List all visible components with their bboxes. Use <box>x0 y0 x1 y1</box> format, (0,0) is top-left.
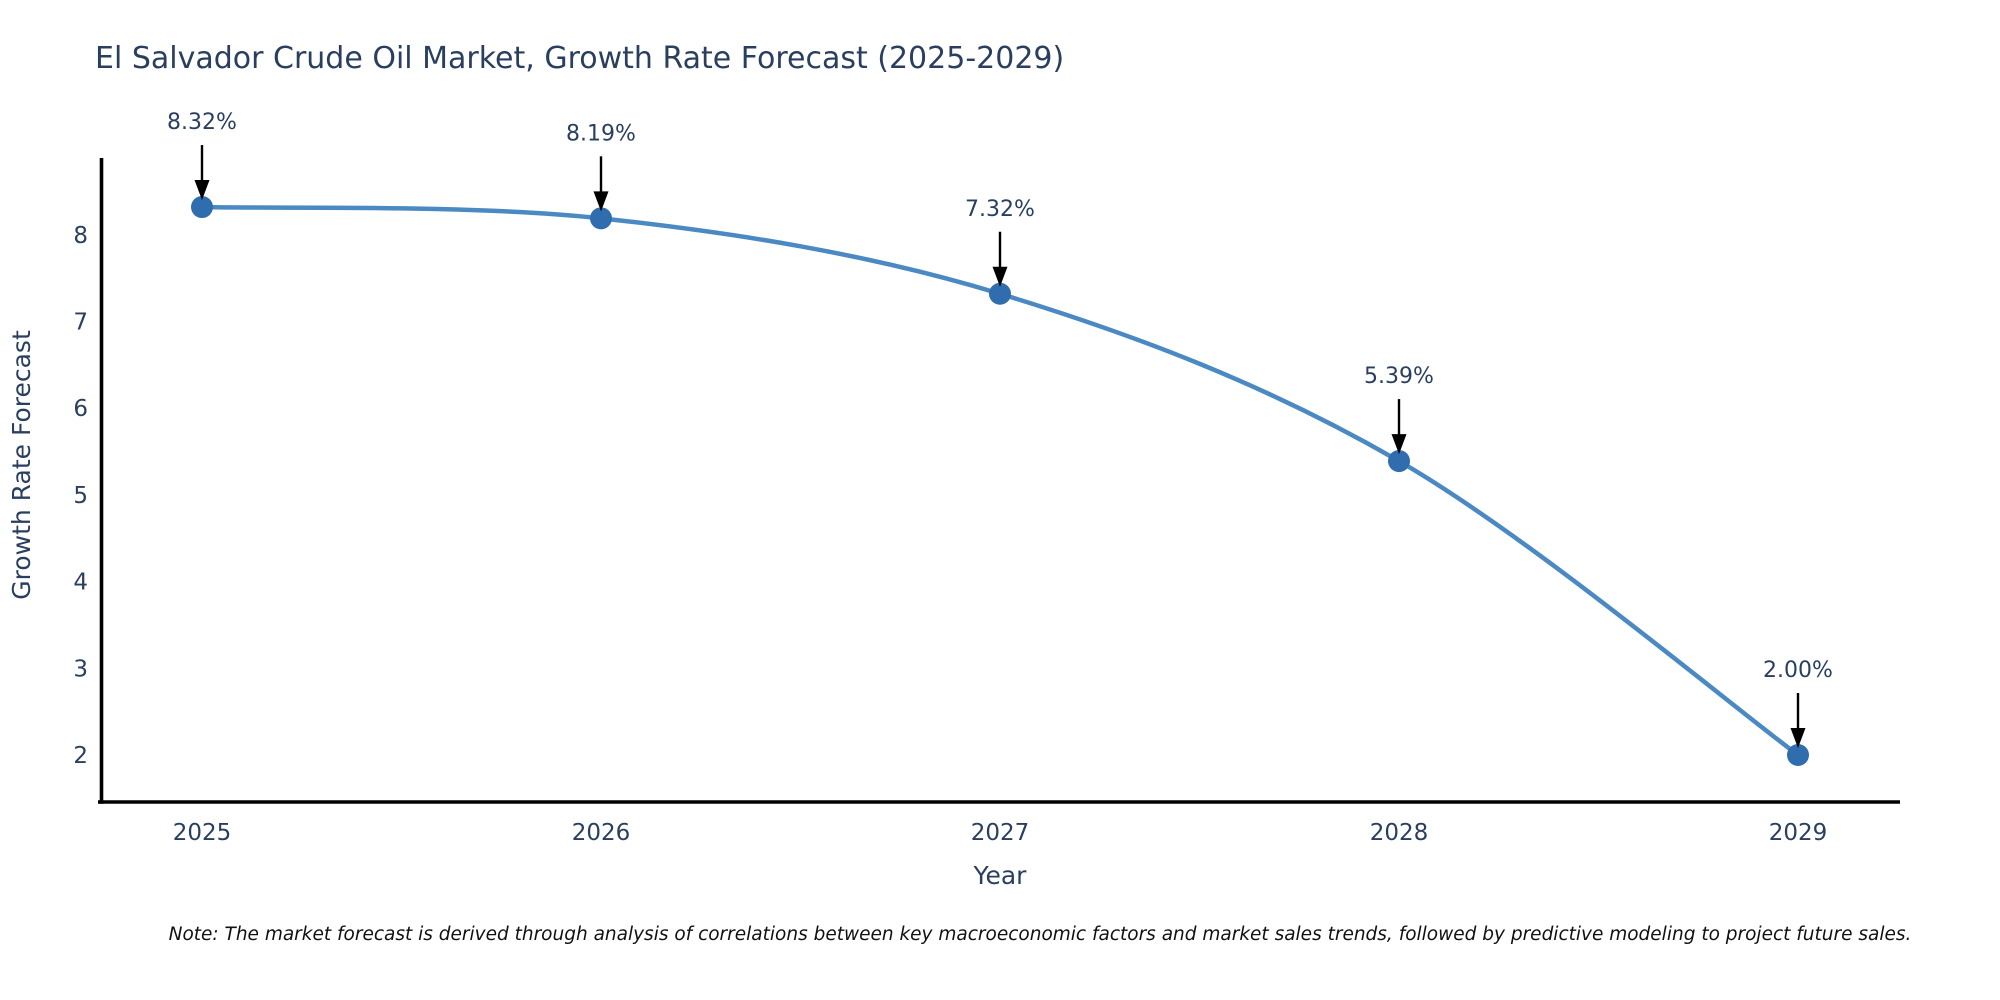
x-tick-label: 2028 <box>1370 820 1429 846</box>
y-tick-label: 4 <box>73 570 88 596</box>
y-tick-label: 8 <box>73 223 88 249</box>
x-axis-title: Year <box>973 861 1028 890</box>
y-tick-label: 2 <box>73 743 88 769</box>
data-point-label: 8.19% <box>566 121 636 146</box>
data-point <box>1388 450 1410 473</box>
chart-title: El Salvador Crude Oil Market, Growth Rat… <box>95 41 1064 76</box>
arrowhead-icon <box>992 266 1008 287</box>
y-tick-labels: 2 3 4 5 6 7 8 <box>73 223 88 769</box>
data-point-label: 5.39% <box>1364 364 1434 389</box>
x-tick-label: 2027 <box>971 820 1030 846</box>
footnote: Note: The market forecast is derived thr… <box>169 924 1912 945</box>
data-point <box>590 207 612 230</box>
data-point-label: 8.32% <box>167 110 237 135</box>
data-point-label: 7.32% <box>965 197 1035 222</box>
y-tick-label: 7 <box>73 310 88 336</box>
data-point <box>191 196 213 219</box>
x-tick-label: 2026 <box>572 820 631 846</box>
data-point <box>1787 744 1809 766</box>
y-tick-label: 6 <box>73 396 88 422</box>
x-tick-label: 2029 <box>1769 820 1828 846</box>
arrowhead-icon <box>194 180 210 201</box>
annotations: 8.32% 8.19% 7.32% 5.39% 2.00% <box>167 110 1833 748</box>
arrowhead-icon <box>1790 728 1806 748</box>
data-point-label: 2.00% <box>1763 658 1833 683</box>
y-tick-label: 3 <box>73 656 88 682</box>
arrowhead-icon <box>1391 434 1407 455</box>
data-points <box>191 196 1809 766</box>
y-axis-title: Growth Rate Forecast <box>7 330 36 600</box>
arrowhead-icon <box>593 191 609 212</box>
x-tick-label: 2025 <box>173 820 232 846</box>
data-point <box>989 282 1011 305</box>
x-tick-labels: 2025 2026 2027 2028 2029 <box>173 820 1828 846</box>
y-tick-label: 5 <box>73 483 88 509</box>
